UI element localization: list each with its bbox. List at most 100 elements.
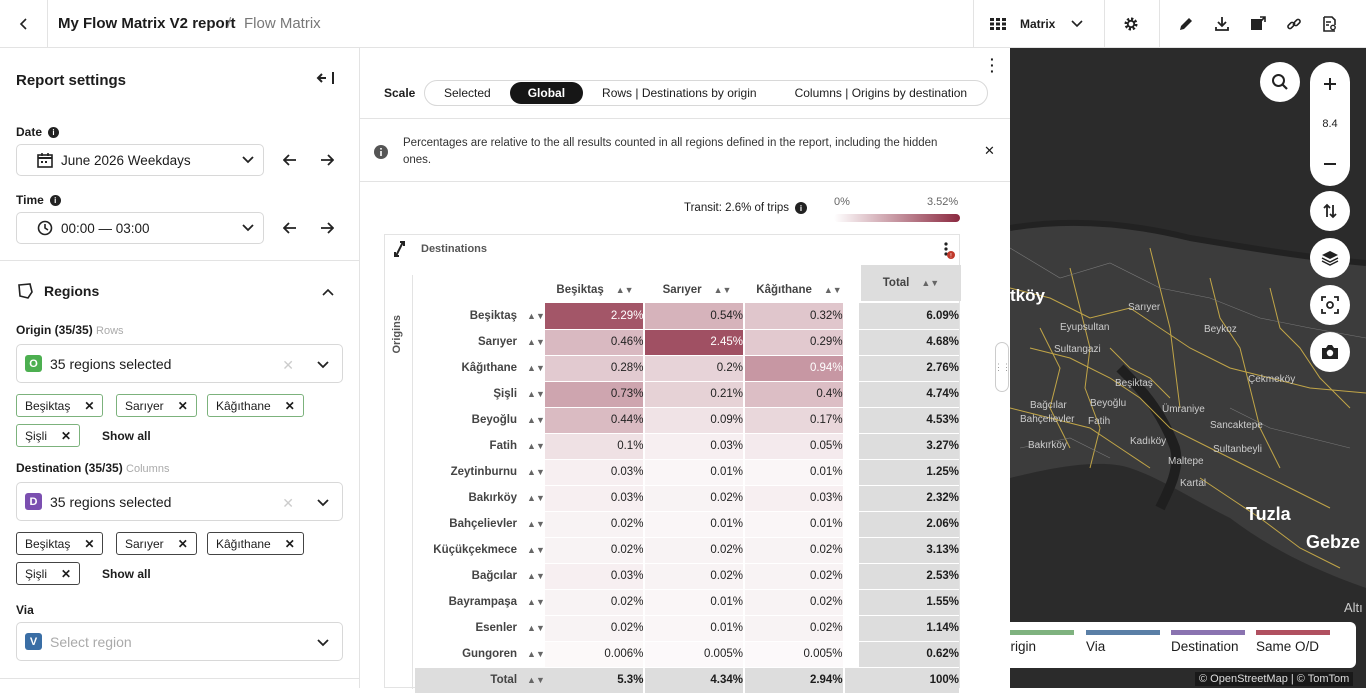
row-header[interactable]: Sarıyer ▲▼ [415,329,545,356]
report-details-button[interactable] [1318,12,1342,36]
scale-option-selected[interactable]: Selected [444,86,491,100]
report-title[interactable]: My Flow Matrix V2 report [58,15,236,32]
clear-origin-icon[interactable]: ✕ [282,357,294,373]
remove-chip-icon[interactable]: ✕ [177,398,188,413]
matrix-cell[interactable]: 0.006% [544,641,646,668]
matrix-cell[interactable]: 0.09% [644,407,745,434]
share-button[interactable] [1246,12,1270,36]
time-select[interactable]: 00:00 — 03:00 [16,212,264,244]
row-header[interactable]: Zeytinburnu ▲▼ [415,459,545,486]
column-header[interactable]: Kâğıthane ▲▼ [749,279,849,301]
matrix-cell[interactable]: 0.54% [644,303,745,330]
origin-chip[interactable]: Beşiktaş ✕ [16,394,104,417]
remove-chip-icon[interactable]: ✕ [61,566,72,581]
matrix-cell[interactable]: 0.28% [544,355,646,382]
destination-chip[interactable]: Sarıyer ✕ [116,532,197,555]
zoom-out-button[interactable] [1310,142,1350,186]
date-next-button[interactable] [315,148,339,172]
matrix-cell[interactable]: 0.01% [644,615,745,642]
row-header[interactable]: Beyoğlu ▲▼ [415,407,545,434]
matrix-cell[interactable]: 0.03% [544,459,646,486]
remove-chip-icon[interactable]: ✕ [84,398,95,413]
destination-chip[interactable]: Şişli ✕ [16,562,81,585]
matrix-cell[interactable]: 0.46% [544,329,646,356]
matrix-menu-button[interactable]: ! [941,241,955,264]
info-icon[interactable]: i [49,194,61,206]
remove-chip-icon[interactable]: ✕ [284,536,295,551]
remove-chip-icon[interactable]: ✕ [284,398,295,413]
matrix-cell[interactable]: 0.005% [644,641,745,668]
fit-bounds-button[interactable] [1310,285,1350,325]
matrix-cell[interactable]: 0.02% [544,537,646,564]
matrix-cell[interactable]: 0.01% [743,459,845,486]
resize-handle[interactable]: ⋮⋮ [994,342,1011,392]
info-icon[interactable]: i [48,126,60,138]
settings-button[interactable] [1119,12,1143,36]
collapse-regions-button[interactable] [322,284,334,299]
matrix-cell[interactable]: 0.02% [544,615,646,642]
origin-chip[interactable]: Şişli ✕ [16,424,81,447]
matrix-cell[interactable]: 0.005% [743,641,845,668]
matrix-cell[interactable]: 0.02% [644,563,745,590]
matrix-cell[interactable]: 0.1% [544,433,646,460]
collapse-sidebar-button[interactable] [316,70,336,89]
column-header[interactable]: Beşiktaş ▲▼ [545,279,645,301]
row-header[interactable]: Bahçelievler ▲▼ [415,511,545,538]
matrix-cell[interactable]: 0.4% [743,381,845,408]
matrix-cell[interactable]: 0.01% [644,459,745,486]
row-header[interactable]: Küçükçekmece ▲▼ [415,537,545,564]
destination-chip[interactable]: Beşiktaş ✕ [16,532,104,555]
matrix-cell[interactable]: 0.02% [544,511,646,538]
origin-select[interactable]: O 35 regions selected ✕ [16,344,343,383]
matrix-cell[interactable]: 0.94% [743,355,845,382]
remove-chip-icon[interactable]: ✕ [84,536,95,551]
origin-show-all-link[interactable]: Show all [102,429,151,443]
scale-option-global[interactable]: Global [509,82,584,104]
total-column-header[interactable]: Total ▲▼ [861,265,961,301]
row-header[interactable]: Şişli ▲▼ [415,381,545,408]
matrix-cell[interactable]: 0.03% [544,563,646,590]
panel-menu-button[interactable]: · · · [990,51,995,79]
clear-destination-icon[interactable]: ✕ [282,495,294,511]
layers-button[interactable] [1310,238,1350,278]
matrix-cell[interactable]: 0.05% [743,433,845,460]
matrix-cell[interactable]: 0.02% [544,589,646,616]
row-header[interactable]: Kâğıthane ▲▼ [415,355,545,382]
swap-axes-button[interactable] [393,241,407,260]
matrix-cell[interactable]: 0.03% [743,485,845,512]
info-icon[interactable]: i [795,202,808,214]
matrix-cell[interactable]: 0.2% [644,355,745,382]
row-header[interactable]: Bağcılar ▲▼ [415,563,545,590]
edit-button[interactable] [1174,12,1198,36]
flow-direction-button[interactable] [1310,191,1350,231]
download-button[interactable] [1210,12,1234,36]
remove-chip-icon[interactable]: ✕ [61,428,72,443]
matrix-cell[interactable]: 0.01% [743,511,845,538]
matrix-cell[interactable]: 0.02% [743,537,845,564]
destination-select[interactable]: D 35 regions selected ✕ [16,482,343,521]
screenshot-button[interactable] [1310,332,1350,372]
date-previous-button[interactable] [278,148,302,172]
map-search-button[interactable] [1260,62,1300,102]
back-button[interactable] [0,0,48,48]
matrix-cell[interactable]: 0.01% [644,511,745,538]
origin-chip[interactable]: Kâğıthane ✕ [207,394,304,417]
zoom-in-button[interactable] [1310,62,1350,106]
matrix-cell[interactable]: 0.32% [743,303,845,330]
origin-chip[interactable]: Sarıyer ✕ [116,394,197,417]
close-notice-icon[interactable]: ✕ [984,143,995,158]
time-next-button[interactable] [315,216,339,240]
date-select[interactable]: June 2026 Weekdays [16,144,264,176]
matrix-cell[interactable]: 0.29% [743,329,845,356]
matrix-cell[interactable]: 2.29% [544,303,646,330]
map-view[interactable]: tköy Sarıyer Eyupsultan Sultangazi Beyko… [1010,48,1366,688]
matrix-cell[interactable]: 0.44% [544,407,646,434]
matrix-cell[interactable]: 0.03% [544,485,646,512]
copy-link-button[interactable] [1282,12,1306,36]
destination-show-all-link[interactable]: Show all [102,567,151,581]
column-header[interactable]: Sarıyer ▲▼ [647,279,747,301]
row-header[interactable]: Fatih ▲▼ [415,433,545,460]
row-header[interactable]: Esenler ▲▼ [415,615,545,642]
time-previous-button[interactable] [278,216,302,240]
matrix-cell[interactable]: 0.21% [644,381,745,408]
